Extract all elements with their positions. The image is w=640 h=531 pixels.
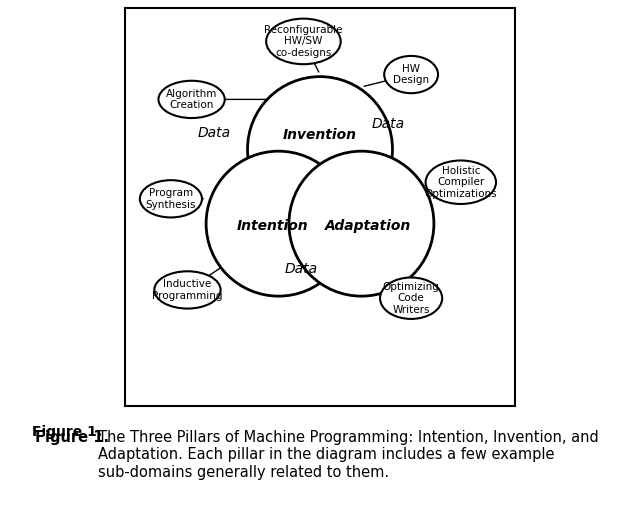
Text: Holistic
Compiler
Optimizations: Holistic Compiler Optimizations (424, 166, 497, 199)
Text: Figure 1.: Figure 1. (32, 425, 102, 439)
Ellipse shape (384, 56, 438, 93)
Text: HW
Design: HW Design (393, 64, 429, 85)
Text: Optimizing
Code
Writers: Optimizing Code Writers (383, 281, 440, 315)
Circle shape (289, 151, 434, 296)
Text: The Three Pillars of Machine Programming: Intention, Invention, and Adaptation. : The Three Pillars of Machine Programming… (99, 430, 599, 479)
Text: Data: Data (372, 117, 405, 131)
Ellipse shape (159, 81, 225, 118)
Text: Intention: Intention (237, 219, 308, 233)
Ellipse shape (426, 160, 496, 204)
Text: Algorithm
Creation: Algorithm Creation (166, 89, 218, 110)
Text: Figure 1.: Figure 1. (35, 430, 109, 445)
Circle shape (248, 76, 392, 221)
Text: Program
Synthesis: Program Synthesis (146, 188, 196, 210)
Text: Invention: Invention (283, 127, 357, 142)
Text: Adaptation: Adaptation (324, 219, 411, 233)
Ellipse shape (154, 271, 221, 309)
Text: Data: Data (285, 262, 318, 276)
Ellipse shape (140, 180, 202, 218)
Circle shape (206, 151, 351, 296)
Ellipse shape (266, 19, 340, 64)
Text: Reconfigurable
HW/SW
co-designs: Reconfigurable HW/SW co-designs (264, 25, 342, 58)
Text: Data: Data (198, 125, 231, 140)
Text: Inductive
Programming: Inductive Programming (152, 279, 223, 301)
Ellipse shape (380, 278, 442, 319)
